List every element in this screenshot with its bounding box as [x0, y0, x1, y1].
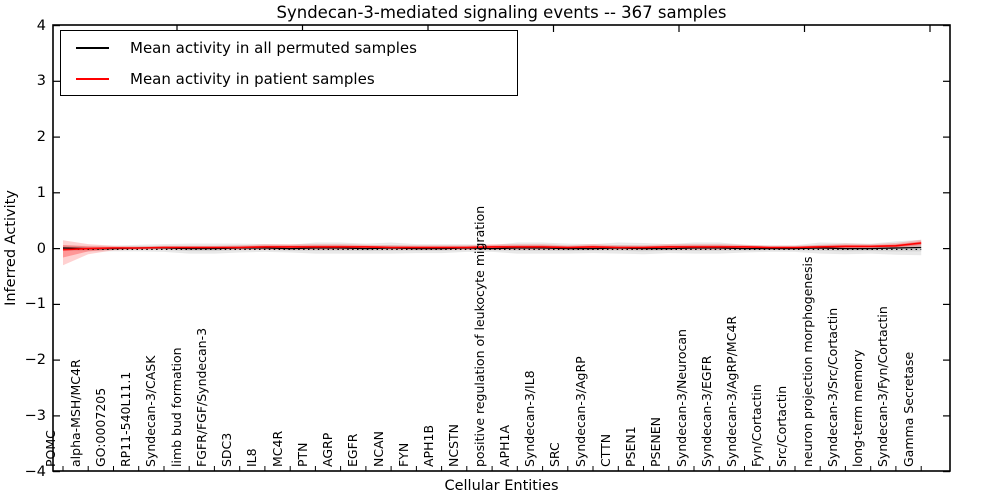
x-tick-label: Syndecan-3/AgRP/MC4R [723, 315, 739, 467]
x-tick-label: POMC [42, 430, 58, 467]
x-tick-label: Src/Cortactin [774, 385, 790, 467]
x-tick-label: PSENEN [648, 417, 664, 467]
x-tick-label: MC4R [269, 430, 285, 467]
x-tick-label: EGFR [345, 433, 361, 467]
x-tick-label: positive regulation of leukocyte migrati… [471, 205, 487, 467]
x-tick-label: NCAN [370, 431, 386, 467]
x-tick-label: APH1A [496, 425, 512, 467]
chart-title: Syndecan-3-mediated signaling events -- … [276, 3, 727, 22]
x-tick-label: Syndecan-3/IL8 [522, 370, 538, 467]
legend-line-patient [76, 77, 109, 80]
mean-line-permuted [62, 246, 922, 250]
x-tick-label: SRC [547, 442, 563, 467]
x-tick-label: Fyn/Cortactin [749, 384, 765, 467]
x-tick-label: FYN [395, 442, 411, 467]
y-tick-label: −4 [24, 463, 46, 480]
y-tick-label: −1 [24, 296, 46, 313]
legend-label: Mean activity in all permuted samples [130, 38, 417, 57]
x-tick-label: Syndecan-3/CASK [143, 355, 159, 467]
x-tick-label: GO:0007205 [92, 387, 108, 467]
x-axis-label: Cellular Entities [444, 478, 559, 494]
y-tick-label: 2 [36, 129, 46, 146]
x-tick-label: SDC3 [219, 432, 235, 467]
x-tick-label: Syndecan-3/Neurocan [673, 329, 689, 467]
x-tick-label: Syndecan-3/AgRP [572, 356, 588, 467]
x-tick-label: PTN [294, 442, 310, 467]
legend-line-permuted [76, 46, 109, 49]
y-tick-label: 4 [36, 17, 46, 34]
legend-label: Mean activity in patient samples [130, 69, 375, 88]
x-tick-label: NCSTN [446, 424, 462, 467]
y-tick-label: 3 [36, 73, 46, 90]
x-tick-label: neuron projection morphogenesis [799, 256, 815, 467]
legend-entry: Mean activity in all permuted samples [61, 36, 517, 60]
x-tick-label: long-term memory [850, 349, 866, 467]
y-tick-label: −2 [24, 352, 46, 369]
x-tick-label: IL8 [244, 448, 260, 467]
x-tick-label: limb bud formation [168, 347, 184, 467]
x-tick-label: FGFR/FGF/Syndecan-3 [193, 327, 209, 467]
x-tick-label: Syndecan-3/EGFR [698, 355, 714, 467]
x-tick-label: Gamma Secretase [900, 351, 916, 467]
legend-entry: Mean activity in patient samples [61, 67, 517, 91]
x-tick-label: CTTN [597, 433, 613, 467]
legend: Mean activity in all permuted samples Me… [60, 30, 518, 96]
y-tick-label: 1 [36, 184, 46, 201]
mean-line-patient [62, 242, 922, 251]
x-tick-label: AGRP [320, 432, 336, 467]
x-tick-label: PSEN1 [623, 426, 639, 467]
y-tick-label: 0 [36, 240, 46, 257]
x-tick-label: Syndecan-3/Src/Cortactin [824, 307, 840, 467]
x-tick-label: RP11-540L11.1 [118, 371, 134, 467]
x-tick-label: alpha-MSH/MC4R [67, 359, 83, 467]
y-tick-label: −3 [24, 407, 46, 424]
x-tick-label: APH1B [421, 424, 437, 467]
x-tick-label: Syndecan-3/Fyn/Cortactin [875, 306, 891, 467]
